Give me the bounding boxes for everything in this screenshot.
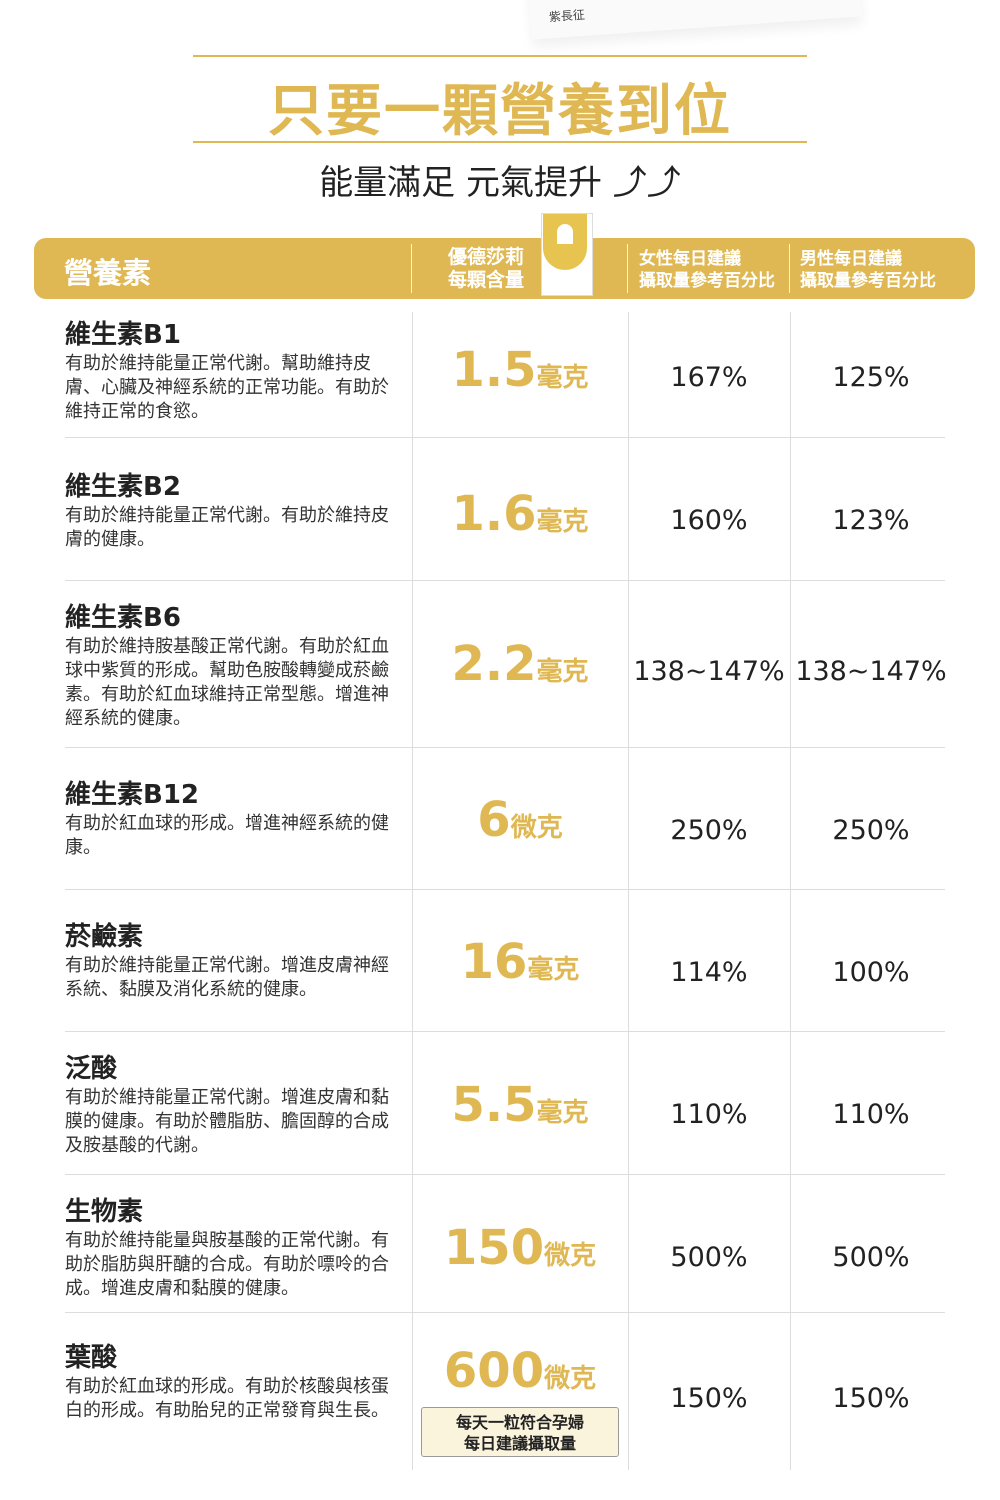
header-divider — [789, 244, 790, 293]
amount-value: 1.5 — [451, 342, 537, 398]
amount-unit: 毫克 — [536, 657, 589, 687]
header-product: 優德莎莉 每顆含量 — [448, 246, 524, 292]
amount-per-capsule: 1.6毫克 — [412, 486, 628, 542]
male-percent: 138~147% — [795, 656, 947, 687]
male-percent: 110% — [832, 1099, 910, 1130]
table-row: 泛酸 有助於維持能量正常代謝。增進皮膚和黏膜的健康。有助於體脂肪、膽固醇的合成及… — [65, 1032, 945, 1175]
male-percent: 150% — [832, 1383, 910, 1414]
nutrient-name: 維生素B2 — [65, 472, 181, 502]
amount-value: 150 — [443, 1220, 545, 1276]
amount-per-capsule: 1.5毫克 — [412, 342, 628, 398]
header-male-line1: 男性每日建議 — [800, 249, 902, 269]
nutrient-name: 維生素B1 — [65, 320, 181, 350]
badge-line2: 每日建議攝取量 — [463, 1434, 576, 1453]
nutrient-name: 葉酸 — [65, 1343, 118, 1373]
column-divider — [790, 312, 791, 1470]
male-percent: 100% — [832, 957, 910, 988]
amount-value: 1.6 — [451, 486, 537, 542]
table-row: 菸鹼素 有助於維持能量正常代謝。增進皮膚神經系統、黏膜及消化系統的健康。 16毫… — [65, 890, 945, 1032]
nutrient-description: 有助於維持能量正常代謝。增進皮膚和黏膜的健康。有助於體脂肪、膽固醇的合成及胺基酸… — [65, 1087, 389, 1156]
nutrient-description: 有助於紅血球的形成。有助於核酸與核蛋白的形成。有助胎兒的正常發育與生長。 — [65, 1376, 389, 1421]
title-rule-top — [193, 55, 807, 57]
header-female-line2: 攝取量參考百分比 — [639, 271, 775, 291]
table-row: 葉酸 有助於紅血球的形成。有助於核酸與核蛋白的形成。有助胎兒的正常發育與生長。 … — [65, 1313, 945, 1470]
product-card-peek: 紫長征 — [528, 0, 862, 40]
header-product-line1: 優德莎莉 — [448, 246, 525, 268]
male-percent: 125% — [832, 362, 910, 393]
amount-value: 5.5 — [451, 1077, 537, 1133]
amount-per-capsule: 600微克 — [412, 1343, 628, 1399]
male-percent: 250% — [832, 815, 910, 846]
nutrient-name: 菸鹼素 — [65, 922, 144, 952]
column-divider — [628, 312, 629, 1470]
amount-unit: 微克 — [544, 1241, 597, 1271]
amount-unit: 毫克 — [527, 955, 580, 985]
table-row: 維生素B2 有助於維持能量正常代謝。有助於維持皮膚的健康。 1.6毫克 160%… — [65, 438, 945, 581]
header-divider — [411, 244, 412, 293]
amount-unit: 毫克 — [536, 1098, 589, 1128]
amount-value: 600 — [443, 1343, 545, 1399]
table-row: 生物素 有助於維持能量與胺基酸的正常代謝。有助於脂肪與肝醣的合成。有助於嘌呤的合… — [65, 1175, 945, 1313]
nutrient-description: 有助於維持能量與胺基酸的正常代謝。有助於脂肪與肝醣的合成。有助於嘌呤的合成。增進… — [65, 1230, 389, 1299]
amount-unit: 微克 — [544, 1364, 597, 1394]
female-percent: 150% — [670, 1383, 748, 1414]
nutrient-description: 有助於維持胺基酸正常代謝。有助於紅血球中紫質的形成。幫助色胺酸轉變成菸鹼素。有助… — [65, 636, 389, 729]
nutrient-description: 有助於維持能量正常代謝。有助於維持皮膚的健康。 — [65, 505, 389, 550]
header-female-line1: 女性每日建議 — [639, 249, 741, 269]
female-percent: 160% — [670, 505, 748, 536]
amount-per-capsule: 6微克 — [412, 792, 628, 848]
nutrient-description: 有助於維持能量正常代謝。增進皮膚神經系統、黏膜及消化系統的健康。 — [65, 955, 389, 1000]
header-nutrient: 營養素 — [64, 256, 152, 290]
nutrient-description: 有助於紅血球的形成。增進神經系統的健康。 — [65, 813, 389, 858]
nutrient-name: 生物素 — [65, 1197, 144, 1227]
amount-value: 6 — [477, 792, 511, 848]
female-percent: 138~147% — [633, 656, 785, 687]
table-header: 營養素 優德莎莉 每顆含量 女性每日建議 攝取量參考百分比 男性每日建議 攝取量參考百… — [34, 238, 975, 299]
amount-per-capsule: 16毫克 — [412, 934, 628, 990]
amount-per-capsule: 5.5毫克 — [412, 1077, 628, 1133]
female-percent: 250% — [670, 815, 748, 846]
female-percent: 167% — [670, 362, 748, 393]
table-row: 維生素B12 有助於紅血球的形成。增進神經系統的健康。 6微克 250% 250… — [65, 748, 945, 890]
page-subtitle: 能量滿足 元氣提升 ⤴⤴ — [319, 163, 681, 203]
table-row: 維生素B6 有助於維持胺基酸正常代謝。有助於紅血球中紫質的形成。幫助色胺酸轉變成… — [65, 581, 947, 748]
product-package-image — [541, 213, 593, 296]
male-percent: 123% — [832, 505, 910, 536]
header-product-line2: 每顆含量 — [448, 269, 525, 291]
female-percent: 500% — [670, 1242, 748, 1273]
header-female: 女性每日建議 攝取量參考百分比 — [639, 248, 775, 292]
header-male: 男性每日建議 攝取量參考百分比 — [800, 248, 936, 292]
title-rule-bottom — [193, 141, 807, 143]
pregnancy-badge: 每天一粒符合孕婦 每日建議攝取量 — [421, 1407, 619, 1457]
nutrient-name: 維生素B12 — [65, 780, 199, 810]
nutrient-description: 有助於維持能量正常代謝。幫助維持皮膚、心臟及神經系統的正常功能。有助於維持正常的… — [65, 353, 389, 422]
female-percent: 110% — [670, 1099, 748, 1130]
male-percent: 500% — [832, 1242, 910, 1273]
amount-value: 2.2 — [451, 636, 537, 692]
nutrient-name: 維生素B6 — [65, 603, 181, 633]
table-row: 維生素B1 有助於維持能量正常代謝。幫助維持皮膚、心臟及神經系統的正常功能。有助… — [65, 312, 945, 438]
amount-unit: 毫克 — [536, 363, 589, 393]
product-card-text: 紫長征 — [548, 7, 586, 25]
badge-line1: 每天一粒符合孕婦 — [455, 1413, 584, 1432]
nutrient-name: 泛酸 — [65, 1054, 118, 1084]
header-divider — [627, 244, 628, 293]
amount-value: 16 — [460, 934, 528, 990]
column-divider — [412, 312, 413, 1470]
header-male-line2: 攝取量參考百分比 — [800, 271, 936, 291]
amount-per-capsule: 150微克 — [412, 1220, 628, 1276]
female-percent: 114% — [670, 957, 748, 988]
page-title: 只要一顆營養到位 — [268, 79, 732, 144]
amount-per-capsule: 2.2毫克 — [412, 636, 628, 692]
amount-unit: 微克 — [510, 813, 563, 843]
amount-unit: 毫克 — [536, 507, 589, 537]
